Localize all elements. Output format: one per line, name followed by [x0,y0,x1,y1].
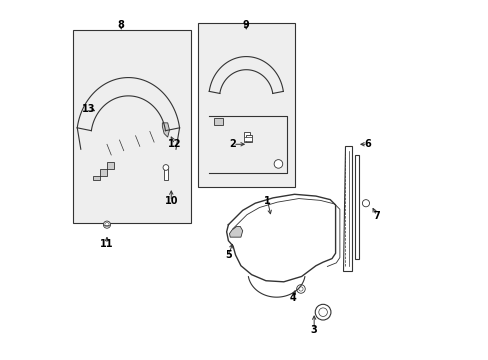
Circle shape [163,165,168,170]
Polygon shape [93,162,114,180]
Polygon shape [229,226,242,237]
Polygon shape [354,155,358,258]
Text: 8: 8 [118,19,124,30]
FancyBboxPatch shape [73,30,190,223]
Bar [244,132,250,143]
Circle shape [103,221,110,228]
Circle shape [296,285,305,293]
Text: 2: 2 [229,139,236,149]
Text: 4: 4 [289,293,296,303]
Polygon shape [164,169,167,180]
Text: 3: 3 [310,325,317,335]
Polygon shape [162,123,169,137]
Text: 7: 7 [372,211,379,221]
Circle shape [274,159,282,168]
Circle shape [315,304,330,320]
Bar [214,118,223,125]
FancyBboxPatch shape [198,23,294,187]
Circle shape [298,287,303,291]
Text: 5: 5 [224,250,231,260]
Text: 13: 13 [82,104,96,113]
Circle shape [318,308,326,316]
Circle shape [104,222,109,227]
Text: 9: 9 [243,19,249,30]
Text: 6: 6 [364,139,370,149]
Bar [244,137,252,141]
Polygon shape [342,146,351,271]
Text: 12: 12 [168,139,181,149]
Text: 10: 10 [164,197,178,206]
Circle shape [362,200,369,207]
Text: 1: 1 [264,197,270,206]
Text: 11: 11 [100,239,114,249]
Polygon shape [245,135,251,143]
